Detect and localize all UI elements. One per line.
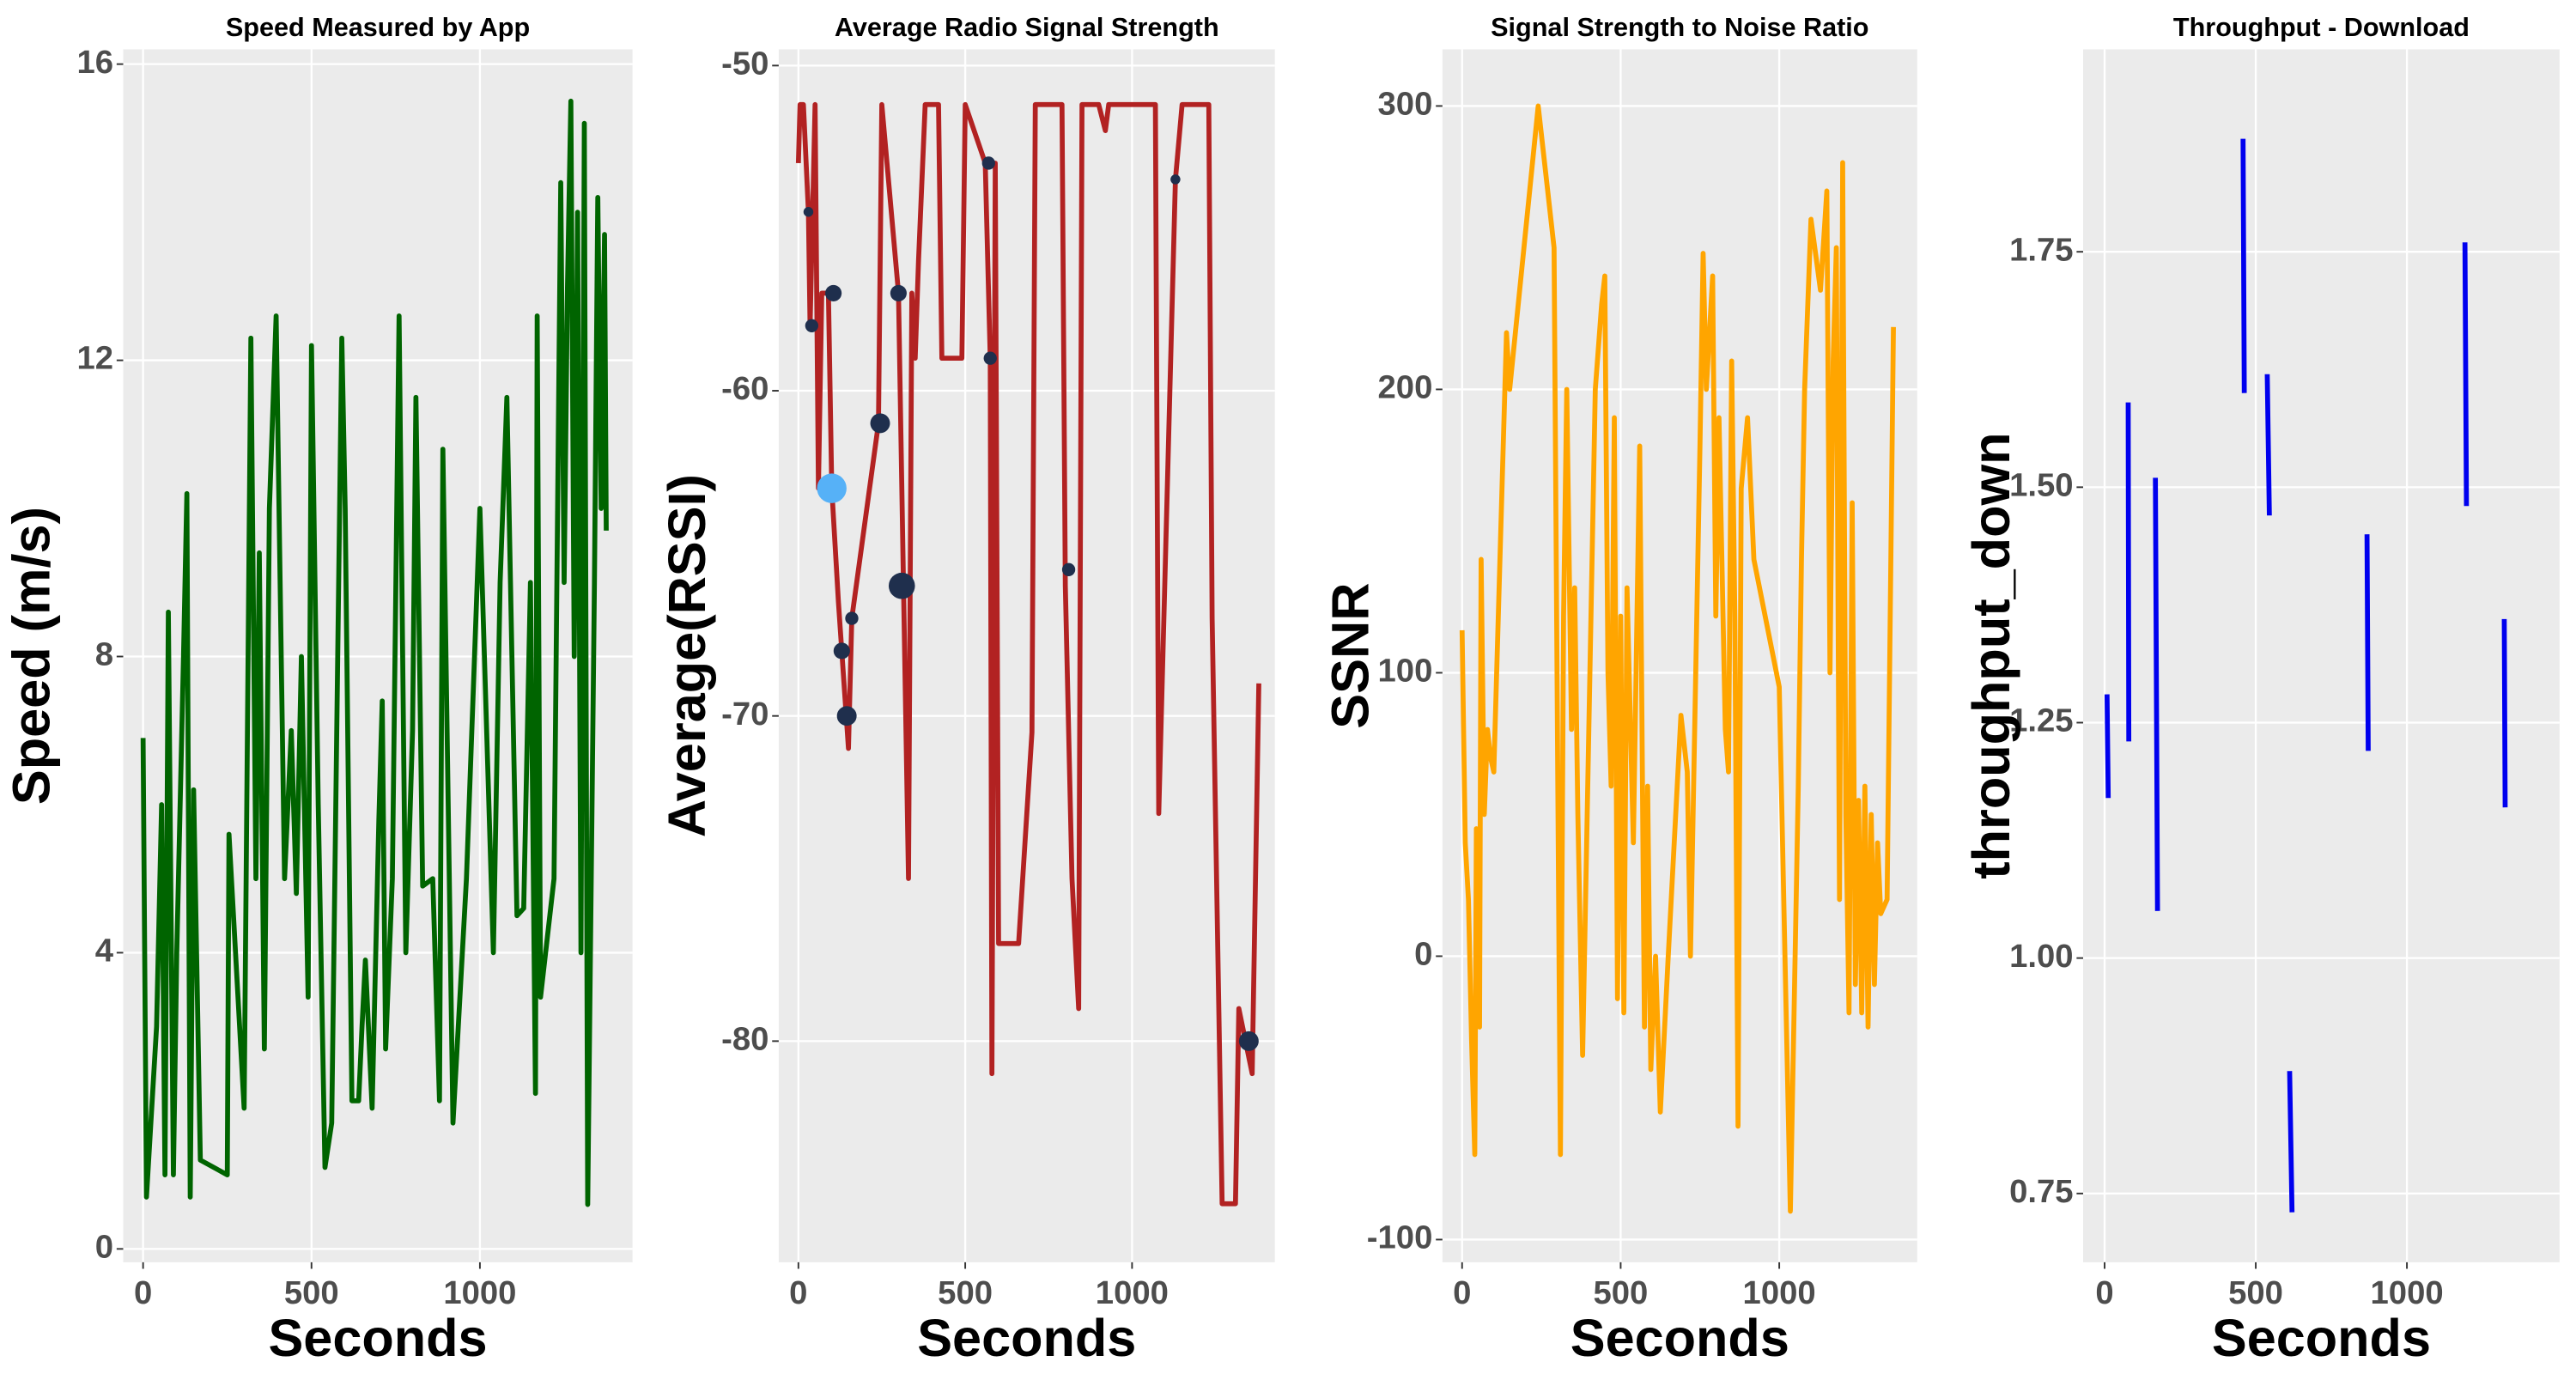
panel: -80 -70 -60 -50 0 500 1000 Average Radio Signal… (658, 13, 1275, 1367)
panel: 0.75 1.00 1.25 1.50 1.75 0 500 1000 Throughput -… (1962, 13, 2560, 1367)
y-tick-label: 1.50 (2009, 466, 2073, 503)
x-tick-label: 0 (1453, 1274, 1471, 1311)
y-tick-label: -100 (1367, 1219, 1433, 1256)
data-point (888, 572, 915, 599)
data-line (2104, 138, 2508, 1213)
data-point (981, 156, 995, 170)
data-point (833, 642, 850, 660)
chart-title: Average Radio Signal Strength (835, 13, 1219, 42)
x-tick-label: 0 (789, 1274, 807, 1311)
data-point (890, 284, 907, 301)
x-tick-label: 500 (1594, 1274, 1649, 1311)
panel: -100 0 100 200 300 0 500 1000 Signal Strength to… (1321, 13, 1917, 1367)
plot-background (778, 49, 1275, 1262)
x-tick-label: 500 (284, 1274, 339, 1311)
x-tick-label: 1000 (443, 1274, 516, 1311)
y-tick-label: 8 (95, 636, 113, 673)
y-tick-label: 300 (1378, 86, 1433, 123)
y-tick-label: -50 (721, 45, 769, 82)
data-point (845, 611, 859, 625)
y-tick-label: 12 (76, 340, 113, 377)
data-point (1238, 1030, 1259, 1051)
x-tick-label: 500 (2228, 1274, 2283, 1311)
x-tick-label: 500 (938, 1274, 993, 1311)
y-tick-label: 1.00 (2009, 938, 2073, 975)
x-axis-title: Seconds (2212, 1309, 2431, 1367)
y-tick-label: 1.25 (2009, 702, 2073, 739)
data-point (1061, 562, 1076, 576)
data-point (870, 413, 890, 434)
x-axis-title: Seconds (917, 1309, 1136, 1367)
y-tick-label: 0 (95, 1228, 113, 1265)
chart-title: Signal Strength to Noise Ratio (1491, 13, 1868, 42)
data-point (817, 473, 847, 503)
y-axis-title: SSNR (1321, 583, 1380, 729)
y-tick-label: -60 (721, 370, 769, 407)
y-tick-label: -70 (721, 696, 769, 733)
y-tick-label: -80 (721, 1020, 769, 1057)
y-tick-label: 100 (1378, 653, 1433, 690)
chart-title: Speed Measured by App (226, 13, 530, 42)
data-point (836, 706, 857, 727)
y-tick-label: 0.75 (2009, 1173, 2073, 1210)
y-tick-label: 16 (76, 44, 113, 81)
data-point (805, 319, 819, 332)
x-tick-label: 1000 (2371, 1274, 2444, 1311)
data-point (1170, 174, 1181, 185)
y-tick-label: 200 (1378, 369, 1433, 406)
y-axis-title: Average(RSSI) (658, 474, 716, 837)
x-tick-label: 1000 (1096, 1274, 1169, 1311)
panel: 0 4 8 12 16 0 500 1000 Speed Measured by App Seco… (2, 13, 633, 1367)
x-tick-label: 0 (134, 1274, 152, 1311)
y-axis-title: throughput_down (1962, 432, 2020, 879)
data-line (140, 98, 609, 1207)
y-axis-title: Speed (m/s) (2, 507, 60, 805)
data-line (1459, 103, 1896, 1214)
x-axis-title: Seconds (268, 1309, 487, 1367)
data-line (795, 101, 1261, 1207)
y-tick-label: 4 (95, 933, 114, 970)
data-point (983, 351, 997, 365)
data-point (825, 284, 842, 301)
x-tick-label: 1000 (1743, 1274, 1816, 1311)
x-tick-label: 0 (2095, 1274, 2113, 1311)
y-tick-label: 0 (1414, 936, 1432, 973)
x-axis-title: Seconds (1571, 1309, 1789, 1367)
chart-title: Throughput - Download (2173, 13, 2470, 42)
y-tick-label: 1.75 (2009, 231, 2073, 268)
data-point (803, 207, 814, 217)
